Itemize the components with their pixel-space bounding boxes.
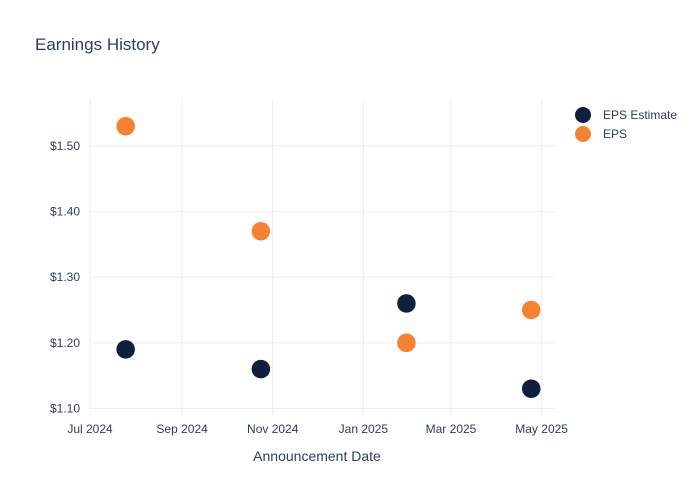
eps-estimate-point[interactable]: [521, 379, 541, 399]
x-axis-tick-labels: Jul 2024 Sep 2024 Nov 2024 Jan 2025 Mar 2025…: [67, 422, 568, 436]
x-tick-label: Sep 2024: [156, 422, 208, 436]
x-tick-label: Mar 2025: [426, 422, 477, 436]
legend: EPS Estimate EPS: [575, 107, 677, 142]
eps-point[interactable]: [396, 333, 417, 353]
eps-estimate-point[interactable]: [251, 359, 271, 379]
x-tick-label: Nov 2024: [247, 422, 299, 436]
y-tick-label: $1.40: [50, 205, 80, 219]
data-points: [115, 116, 541, 399]
y-axis-tick-labels: $1.10 $1.20 $1.30 $1.40 $1.50: [50, 139, 80, 416]
y-tick-label: $1.20: [50, 336, 80, 350]
grid-lines: [89, 100, 555, 415]
x-tick-label: May 2025: [515, 422, 568, 436]
eps-estimate-point[interactable]: [115, 339, 136, 360]
legend-label: EPS: [603, 127, 627, 141]
x-tick-label: Jan 2025: [339, 422, 389, 436]
y-tick-label: $1.50: [50, 139, 80, 153]
x-tick-label: Jul 2024: [67, 422, 113, 436]
y-tick-label: $1.30: [50, 270, 80, 284]
legend-label: EPS Estimate: [603, 108, 677, 122]
legend-marker: [575, 126, 591, 142]
eps-point[interactable]: [115, 116, 136, 136]
eps-point[interactable]: [521, 300, 541, 320]
chart-title: Earnings History: [35, 35, 160, 54]
y-tick-label: $1.10: [50, 401, 80, 415]
legend-marker: [575, 107, 591, 123]
eps-point[interactable]: [251, 221, 271, 241]
eps-estimate-point[interactable]: [396, 293, 417, 314]
x-axis-title: Announcement Date: [253, 448, 381, 464]
